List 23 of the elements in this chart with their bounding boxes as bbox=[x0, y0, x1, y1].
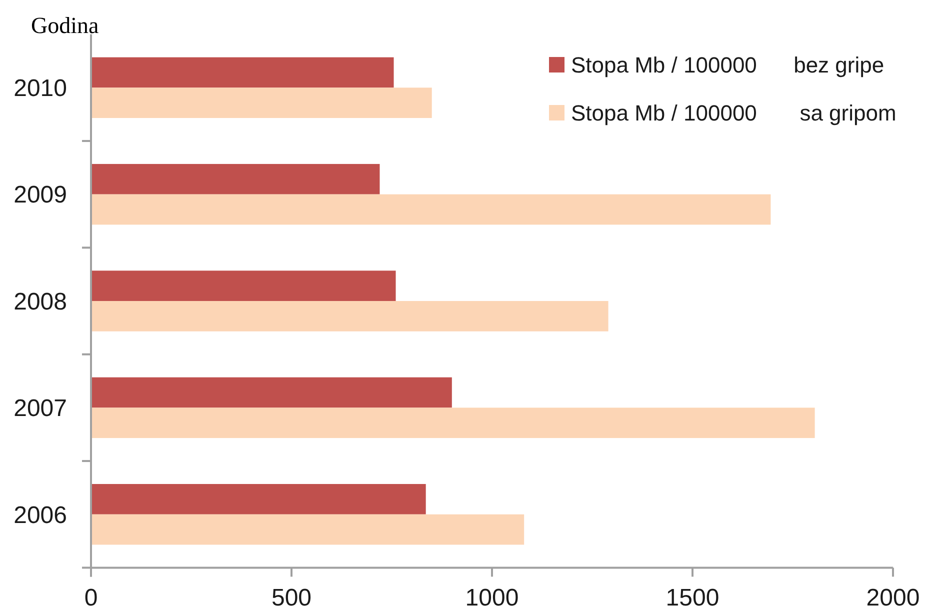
x-tick-label: 500 bbox=[271, 584, 312, 610]
y-axis-title: Godina bbox=[31, 13, 99, 38]
x-tick-label: 0 bbox=[84, 584, 98, 610]
y-tick-label: 2010 bbox=[14, 75, 67, 102]
x-tick-label: 1000 bbox=[465, 584, 519, 610]
legend-label: Stopa Mb / 100000 sa gripom bbox=[571, 100, 896, 126]
bar bbox=[91, 514, 524, 545]
bar bbox=[91, 270, 396, 301]
legend-label: Stopa Mb / 100000 bez gripe bbox=[571, 52, 884, 78]
y-tick-label: 2008 bbox=[14, 288, 67, 316]
bar bbox=[91, 88, 432, 118]
bar bbox=[91, 164, 380, 194]
bar bbox=[91, 408, 815, 438]
bar bbox=[91, 194, 771, 225]
y-tick-label: 2007 bbox=[14, 395, 67, 422]
x-tick-label: 2000 bbox=[866, 584, 920, 610]
bar bbox=[91, 301, 608, 332]
bar bbox=[91, 377, 452, 408]
bar bbox=[91, 484, 426, 514]
x-tick-label: 1500 bbox=[666, 584, 720, 610]
y-tick-label: 2009 bbox=[14, 182, 67, 209]
bar bbox=[91, 57, 394, 88]
y-tick-label: 2006 bbox=[14, 502, 67, 529]
